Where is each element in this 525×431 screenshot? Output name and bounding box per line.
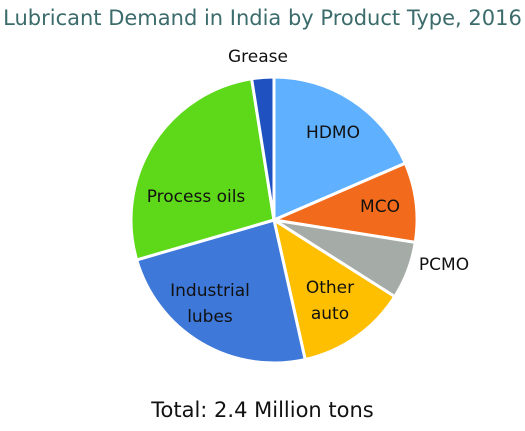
slice-label-hdmo: HDMO xyxy=(306,123,360,143)
slice-label-grease: Grease xyxy=(228,47,288,67)
slice-label-mco: MCO xyxy=(360,197,400,217)
slice-label-other-auto: Other auto xyxy=(306,278,354,324)
pie-slice-other-auto xyxy=(272,218,397,362)
pie-slice-hdmo xyxy=(272,75,407,222)
chart-total-note: Total: 2.4 Million tons xyxy=(151,398,374,422)
pie-slice-process-oils xyxy=(129,77,276,262)
pie-slice-grease xyxy=(250,75,276,222)
slice-label-industrial-lubes: Industrial lubes xyxy=(170,281,250,327)
chart-title: Lubricant Demand in India by Product Typ… xyxy=(3,6,522,30)
pie-slice-industrial-lubes xyxy=(135,218,307,365)
pie-slice-mco xyxy=(272,161,419,244)
slice-label-process-oils: Process oils xyxy=(147,187,246,207)
slice-label-pcmo: PCMO xyxy=(419,255,469,275)
